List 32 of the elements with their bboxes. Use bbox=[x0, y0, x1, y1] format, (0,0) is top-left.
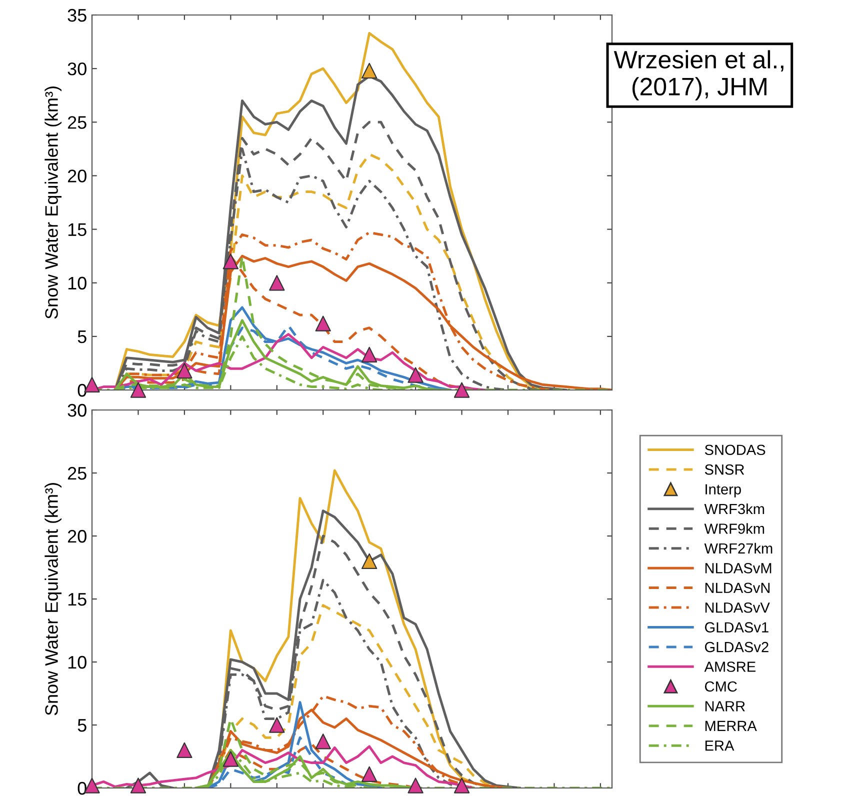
y-tick-label: 15 bbox=[68, 593, 86, 606]
y-axis-title: Snow Water Equivalent (km³) bbox=[44, 86, 62, 319]
y-axis-title: Snow Water Equivalent (km³) bbox=[44, 483, 62, 716]
legend-label: Interp bbox=[706, 484, 741, 498]
legend-label: GLDASv2 bbox=[704, 642, 768, 652]
legend-label: WRF3km bbox=[704, 503, 764, 514]
legend-label: NLDASvN bbox=[705, 582, 770, 594]
y-tick-label: 20 bbox=[68, 530, 86, 543]
y-tick-label: 25 bbox=[68, 466, 86, 480]
legend-label: SNSR bbox=[704, 464, 744, 475]
legend-label: CMC bbox=[705, 681, 737, 692]
legend-label: WRF9km bbox=[704, 523, 764, 534]
y-tick-label: 25 bbox=[68, 116, 86, 129]
y-tick-label: 10 bbox=[68, 276, 86, 290]
legend-label: ERA bbox=[705, 740, 734, 751]
legend-label: WRF27km bbox=[704, 542, 772, 554]
legend-label: MERRA bbox=[705, 720, 757, 731]
legend-label: NARR bbox=[705, 701, 745, 712]
legend-label: NLDASvV bbox=[705, 602, 770, 613]
y-tick-label: 15 bbox=[68, 223, 86, 236]
legend-label: AMSRE bbox=[704, 662, 756, 672]
legend-label: GLDASv1 bbox=[704, 622, 768, 632]
y-tick-label: 30 bbox=[68, 62, 86, 76]
legend-label: SNODAS bbox=[704, 444, 766, 456]
text: Wrzesien et al., (2017), JHM bbox=[614, 50, 784, 100]
y-tick-label: 5 bbox=[78, 330, 86, 344]
y-tick-label: 5 bbox=[78, 719, 86, 732]
y-tick-label: 30 bbox=[68, 404, 86, 417]
y-tick-label: 35 bbox=[68, 8, 86, 22]
y-tick-label: 20 bbox=[68, 170, 86, 182]
legend-label: NLDASvM bbox=[705, 563, 772, 574]
y-tick-label: 10 bbox=[68, 656, 86, 669]
